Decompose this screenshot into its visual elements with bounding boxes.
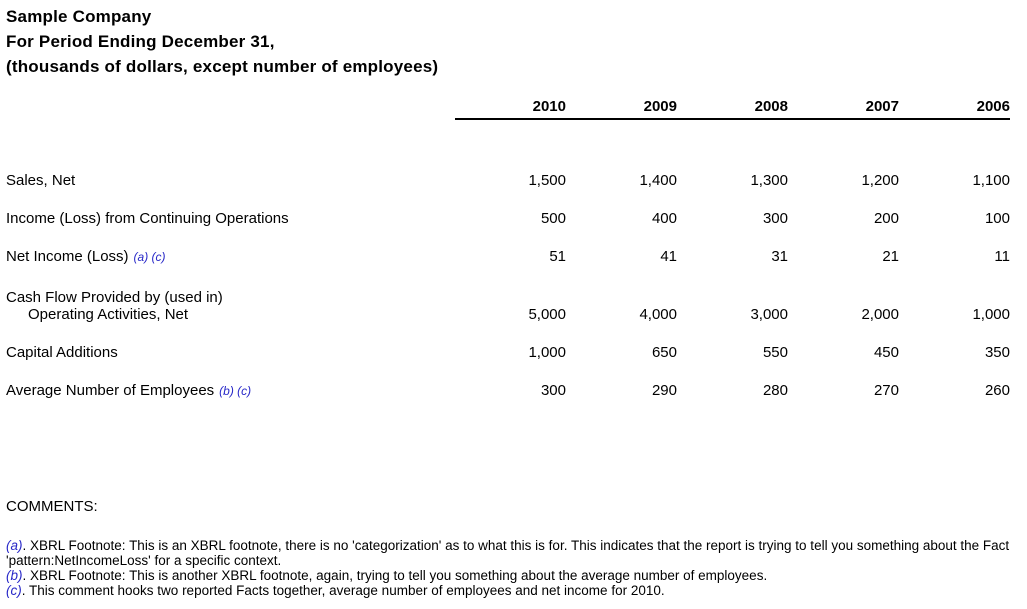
footnote-reference: (b) (c): [219, 384, 252, 398]
row-label-line1: Cash Flow Provided by (used in): [6, 289, 223, 306]
table-cell: 1,000: [528, 344, 566, 361]
table-cell: 1,200: [861, 172, 899, 189]
table-cell: 270: [873, 382, 899, 399]
table-cell: 1,300: [750, 172, 788, 189]
year-column-header: 2006: [899, 98, 1010, 120]
table-row-cash-flow-operating: Cash Flow Provided by (used in) Operatin…: [6, 265, 1010, 323]
row-label-line2: Operating Activities, Net: [28, 306, 189, 323]
table-cell: 11: [994, 248, 1010, 265]
table-cell: 550: [762, 344, 788, 361]
table-cell: 4,000: [639, 306, 677, 323]
table-row-capital-additions: Capital Additions 1,000 650 550 450 350: [6, 323, 1010, 361]
footnote-c-text: . This comment hooks two reported Facts …: [21, 583, 665, 598]
year-column-header: 2008: [677, 98, 788, 120]
table-cell: 290: [651, 382, 677, 399]
year-header-row: 2010 2009 2008 2007 2006: [6, 98, 1010, 120]
table-cell: 2,000: [861, 306, 899, 323]
table-cell: 1,000: [972, 306, 1010, 323]
table-cell: 51: [549, 248, 566, 265]
comments-section: COMMENTS: (a). XBRL Footnote: This is an…: [6, 498, 1019, 598]
table-cell: 350: [984, 344, 1010, 361]
footnote-c: (c). This comment hooks two reported Fac…: [6, 583, 1019, 598]
footnote-b: (b). XBRL Footnote: This is another XBRL…: [6, 568, 1019, 583]
table-cell: 100: [984, 210, 1010, 227]
financial-table: 2010 2009 2008 2007 2006 Sales, Net 1,50…: [6, 98, 1010, 399]
table-cell: 280: [762, 382, 788, 399]
footnote-b-marker: (b): [6, 568, 23, 583]
footnote-a-text: . XBRL Footnote: This is an XBRL footnot…: [6, 538, 1010, 568]
footnote-c-marker: (c): [6, 583, 22, 598]
row-label: Average Number of Employees: [6, 382, 215, 399]
table-row-average-employees: Average Number of Employees (b) (c) 300 2…: [6, 361, 1010, 399]
row-label: Sales, Net: [6, 172, 76, 189]
footnote-reference: (a) (c): [133, 250, 166, 264]
row-label: Income (Loss) from Continuing Operations: [6, 210, 289, 227]
table-cell: 41: [660, 248, 677, 265]
table-cell: 1,100: [972, 172, 1010, 189]
table-cell: 300: [762, 210, 788, 227]
year-column-header: 2010: [455, 98, 566, 120]
table-cell: 1,400: [639, 172, 677, 189]
year-column-header: 2009: [566, 98, 677, 120]
row-label: Net Income (Loss): [6, 248, 129, 265]
footnote-a: (a). XBRL Footnote: This is an XBRL foot…: [6, 538, 1019, 568]
table-cell: 400: [651, 210, 677, 227]
table-cell: 5,000: [528, 306, 566, 323]
table-cell: 300: [540, 382, 566, 399]
footnote-b-text: . XBRL Footnote: This is another XBRL fo…: [22, 568, 768, 583]
table-cell: 650: [651, 344, 677, 361]
table-cell: 21: [882, 248, 899, 265]
table-cell: 450: [873, 344, 899, 361]
year-column-header: 2007: [788, 98, 899, 120]
footnote-a-marker: (a): [6, 538, 23, 553]
company-name: Sample Company: [6, 7, 152, 26]
report-period: For Period Ending December 31,: [6, 32, 275, 51]
table-cell: 3,000: [750, 306, 788, 323]
table-row-sales-net: Sales, Net 1,500 1,400 1,300 1,200 1,100: [6, 119, 1010, 189]
table-cell: 31: [771, 248, 788, 265]
report-header: Sample Company For Period Ending Decembe…: [6, 4, 1019, 79]
table-cell: 1,500: [528, 172, 566, 189]
table-row-net-income: Net Income (Loss) (a) (c) 51 41 31 21 11: [6, 227, 1010, 265]
table-row-income-continuing-operations: Income (Loss) from Continuing Operations…: [6, 189, 1010, 227]
header-spacer: [6, 98, 455, 119]
table-cell: 200: [873, 210, 899, 227]
units-note: (thousands of dollars, except number of …: [6, 57, 439, 76]
table-cell: 260: [984, 382, 1010, 399]
row-label: Capital Additions: [6, 344, 118, 361]
table-cell: 500: [540, 210, 566, 227]
comments-heading: COMMENTS:: [6, 498, 98, 515]
